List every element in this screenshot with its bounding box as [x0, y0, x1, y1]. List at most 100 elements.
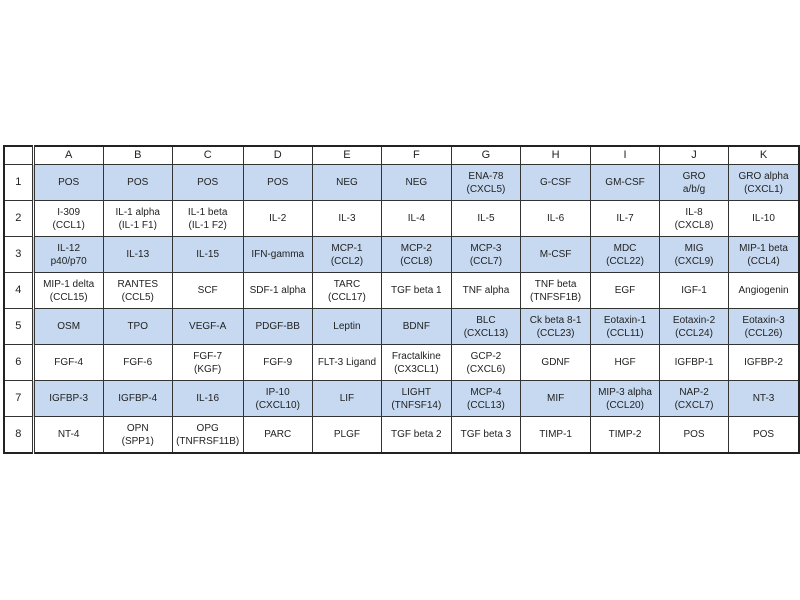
analyte-cell: OPN (SPP1): [102, 416, 173, 454]
analyte-cell: ENA-78 (CXCL5): [450, 164, 522, 201]
analyte-cell: TNF alpha: [450, 272, 522, 309]
analyte-cell: BLC (CXCL13): [450, 308, 522, 345]
analyte-cell: TGF beta 3: [450, 416, 522, 454]
analyte-cell: NT-4: [32, 416, 104, 454]
table-row: 8 NT-4 OPN (SPP1) OPG (TNFRSF11B) PARC PLGF TG…: [3, 416, 800, 454]
column-header: J: [659, 145, 730, 165]
analyte-cell: NEG: [311, 164, 382, 201]
row-label: 8: [3, 416, 35, 454]
analyte-cell: RANTES (CCL5): [102, 272, 173, 309]
row-label: 6: [3, 344, 35, 381]
column-header: C: [171, 145, 244, 165]
analyte-cell: TGF beta 1: [380, 272, 452, 309]
analyte-cell: IL-16: [171, 380, 244, 417]
column-header: F: [380, 145, 452, 165]
analyte-cell: GDNF: [520, 344, 592, 381]
row-label: 7: [3, 380, 35, 417]
column-header: K: [728, 145, 800, 165]
column-header: I: [590, 145, 661, 165]
analyte-cell: PDGF-BB: [242, 308, 313, 345]
analyte-cell: IL-12 p40/p70: [32, 236, 104, 273]
analyte-cell: MCP-4 (CCL13): [450, 380, 522, 417]
analyte-cell: MIP-1 delta (CCL15): [32, 272, 104, 309]
analyte-cell: FGF-4: [32, 344, 104, 381]
analyte-cell: OSM: [32, 308, 104, 345]
analyte-cell: IGF-1: [659, 272, 730, 309]
analyte-cell: MCP-3 (CCL7): [450, 236, 522, 273]
analyte-cell: SDF-1 alpha: [242, 272, 313, 309]
analyte-cell: FGF-7 (KGF): [171, 344, 244, 381]
analyte-cell: IFN-gamma: [242, 236, 313, 273]
analyte-cell: GCP-2 (CXCL6): [450, 344, 522, 381]
analyte-cell: Leptin: [311, 308, 382, 345]
analyte-cell: POS: [242, 164, 313, 201]
table-row: 7 IGFBP-3 IGFBP-4 IL-16 IP-10 (CXCL10) LIF LIG…: [3, 380, 800, 417]
analyte-cell: TIMP-1: [520, 416, 592, 454]
analyte-cell: VEGF-A: [171, 308, 244, 345]
analyte-cell: IL-1 beta (IL-1 F2): [171, 200, 244, 237]
analyte-cell: IL-7: [590, 200, 661, 237]
analyte-cell: Angiogenin: [728, 272, 800, 309]
analyte-cell: LIGHT (TNFSF14): [380, 380, 452, 417]
column-header: B: [102, 145, 173, 165]
analyte-cell: Fractalkine (CX3CL1): [380, 344, 452, 381]
analyte-cell: MIP-3 alpha (CCL20): [590, 380, 661, 417]
corner-cell: [3, 145, 35, 165]
analyte-cell: TGF beta 2: [380, 416, 452, 454]
analyte-cell: MIP-1 beta (CCL4): [728, 236, 800, 273]
analyte-cell: IP-10 (CXCL10): [242, 380, 313, 417]
analyte-cell: TIMP-2: [590, 416, 661, 454]
analyte-cell: IL-5: [450, 200, 522, 237]
analyte-cell: NT-3: [728, 380, 800, 417]
analyte-cell: IL-1 alpha (IL-1 F1): [102, 200, 173, 237]
analyte-cell: Eotaxin-1 (CCL11): [590, 308, 661, 345]
analyte-cell: LIF: [311, 380, 382, 417]
column-header: D: [242, 145, 313, 165]
analyte-cell: NEG: [380, 164, 452, 201]
analyte-cell: IL-8 (CXCL8): [659, 200, 730, 237]
column-header: E: [311, 145, 382, 165]
analyte-cell: I-309 (CCL1): [32, 200, 104, 237]
row-label: 5: [3, 308, 35, 345]
analyte-cell: IGFBP-2: [728, 344, 800, 381]
analyte-cell: FLT-3 Ligand: [311, 344, 382, 381]
table-row: 6 FGF-4 FGF-6 FGF-7 (KGF) FGF-9 FLT-3 Ligand F…: [3, 344, 800, 381]
analyte-cell: GRO alpha (CXCL1): [728, 164, 800, 201]
row-label: 3: [3, 236, 35, 273]
analyte-cell: IGFBP-3: [32, 380, 104, 417]
table-row: 5 OSM TPO VEGF-A PDGF-BB Leptin BDNF BLC (CXCL1…: [3, 308, 800, 345]
analyte-cell: BDNF: [380, 308, 452, 345]
row-label: 2: [3, 200, 35, 237]
table-row: 3 IL-12 p40/p70 IL-13 IL-15 IFN-gamma MCP-1 (…: [3, 236, 800, 273]
analyte-cell: HGF: [590, 344, 661, 381]
table-row: 4 MIP-1 delta (CCL15) RANTES (CCL5) SCF SDF-…: [3, 272, 800, 309]
analyte-cell: IL-10: [728, 200, 800, 237]
analyte-cell: TNF beta (TNFSF1B): [520, 272, 592, 309]
column-header: G: [450, 145, 522, 165]
analyte-cell: POS: [659, 416, 730, 454]
table-row: 2 I-309 (CCL1) IL-1 alpha (IL-1 F1) IL-1 be…: [3, 200, 800, 237]
analyte-cell: OPG (TNFRSF11B): [171, 416, 244, 454]
table-row: 1 POS POS POS POS NEG NEG ENA-78 (CXCL5) G-CSF GM…: [3, 164, 800, 201]
analyte-cell: GRO a/b/g: [659, 164, 730, 201]
analyte-cell: TARC (CCL17): [311, 272, 382, 309]
row-label: 4: [3, 272, 35, 309]
analyte-cell: IL-6: [520, 200, 592, 237]
analyte-cell: EGF: [590, 272, 661, 309]
analyte-cell: IL-3: [311, 200, 382, 237]
analyte-cell: IGFBP-1: [659, 344, 730, 381]
column-header: A: [32, 145, 104, 165]
analyte-cell: POS: [102, 164, 173, 201]
analyte-cell: M-CSF: [520, 236, 592, 273]
analyte-cell: Eotaxin-2 (CCL24): [659, 308, 730, 345]
analyte-cell: SCF: [171, 272, 244, 309]
analyte-cell: IL-4: [380, 200, 452, 237]
antibody-array-map-table: A B C D E F G H I J K 1 POS POS POS POS NEG NEG ENA-78 (CX…: [3, 145, 800, 454]
analyte-cell: IGFBP-4: [102, 380, 173, 417]
analyte-cell: MCP-2 (CCL8): [380, 236, 452, 273]
analyte-cell: Eotaxin-3 (CCL26): [728, 308, 800, 345]
analyte-cell: Ck beta 8-1 (CCL23): [520, 308, 592, 345]
row-label: 1: [3, 164, 35, 201]
analyte-cell: MIF: [520, 380, 592, 417]
